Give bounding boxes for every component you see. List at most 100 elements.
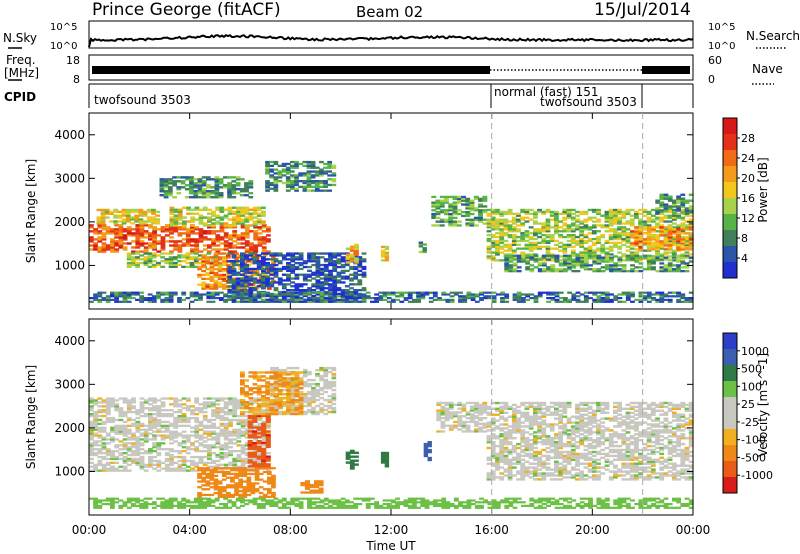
colorbar-cell [723, 182, 737, 199]
nsearch-label: N.Search [746, 29, 800, 43]
nsky-tick-bottom: 10^0 [50, 41, 77, 52]
data-region [380, 451, 390, 468]
velocity-x-ticks: 00:00 04:00 08:00 12:00 16:00 20:00 00:00 [72, 113, 711, 537]
data-region [486, 401, 694, 481]
x-tick-label: 20:00 [575, 523, 610, 537]
colorbar-cell [723, 198, 737, 215]
date-title: 15/Jul/2014 [594, 0, 691, 20]
nave-tick-top: 60 [708, 54, 722, 67]
colorbar-cell [723, 397, 737, 414]
y-tick-label: 3000 [54, 171, 85, 185]
data-region [436, 401, 488, 433]
cpid-segment-3: twofsound 3503 [540, 95, 637, 109]
colorbar-cell [723, 246, 737, 263]
freq-bar-b [642, 66, 690, 74]
power-panel: 1000 2000 3000 4000 Slant Range [km] 4 8 12 16… [24, 112, 770, 310]
y-tick-label: 2000 [54, 421, 85, 435]
colorbar-cell [723, 349, 737, 366]
x-tick-label: 00:00 [676, 523, 711, 537]
freq-strip: Freq. [MHz] 18 8 60 0 Nave [4, 53, 783, 86]
cpid-segment-1: twofsound 3503 [94, 93, 191, 107]
colorbar-tick-label: 100 [741, 380, 762, 393]
colorbar-cell [723, 381, 737, 398]
colorbar-tick-label: 25 [741, 398, 755, 411]
colorbar-cell [723, 365, 737, 382]
data-region [159, 176, 254, 199]
colorbar-tick-label: 16 [741, 192, 755, 205]
y-tick-label: 4000 [54, 128, 85, 142]
data-region [265, 160, 337, 192]
y-tick-label: 2000 [54, 215, 85, 229]
colorbar-cell [723, 477, 737, 494]
nsearch-tick-bottom: 10^0 [708, 41, 735, 52]
x-tick-label: 00:00 [72, 523, 107, 537]
power-colorbar-label: Power [dB] [756, 157, 770, 222]
colorbar-cell [723, 333, 737, 350]
data-region [89, 291, 694, 303]
data-region [89, 497, 694, 509]
x-tick-label: 12:00 [374, 523, 409, 537]
power-data [89, 160, 694, 303]
colorbar-cell [723, 134, 737, 151]
freq-tick-bottom: 8 [73, 73, 80, 86]
power-colorbar: 4 8 12 16 20 24 28 [722, 117, 755, 279]
data-region [345, 449, 359, 470]
freq-bar-a [92, 66, 490, 74]
freq-label-2: [MHz] [4, 66, 39, 80]
data-region [247, 414, 271, 468]
colorbar-tick-label: -100 [741, 434, 766, 447]
colorbar-tick-label: -500 [741, 451, 766, 464]
data-region [89, 224, 271, 253]
colorbar-cell [723, 445, 737, 462]
colorbar-tick-label: 1000 [741, 345, 769, 358]
data-region [630, 226, 694, 251]
data-region [418, 241, 427, 254]
program-change-lines [491, 113, 644, 515]
x-tick-label: 04:00 [172, 523, 207, 537]
power-ylabel: Slant Range [km] [24, 159, 38, 263]
freq-label-1: Freq. [6, 53, 36, 67]
x-tick-label: 16:00 [474, 523, 509, 537]
nsearch-tick-top: 10^5 [708, 22, 735, 33]
colorbar-cell [723, 461, 737, 478]
colorbar-tick-label: 8 [741, 232, 748, 245]
colorbar-tick-label: 20 [741, 172, 755, 185]
velocity-ylabel: Slant Range [km] [24, 365, 38, 469]
x-tick-label: 08:00 [273, 523, 308, 537]
data-region [423, 441, 432, 462]
data-region [169, 206, 266, 227]
y-tick-label: 4000 [54, 334, 85, 348]
beam-title: Beam 02 [356, 3, 423, 21]
velocity-data [89, 366, 694, 509]
colorbar-tick-label: 28 [741, 132, 755, 145]
colorbar-tick-label: 12 [741, 212, 755, 225]
nsky-trace [88, 34, 694, 48]
nsky-label: N.Sky [3, 31, 37, 45]
colorbar-tick-label: 500 [741, 363, 762, 376]
data-region [431, 195, 488, 227]
cpid-segment-2: normal (fast) 151 [494, 85, 598, 99]
y-tick-label: 3000 [54, 377, 85, 391]
nave-tick-bottom: 0 [708, 73, 715, 86]
data-region [240, 371, 304, 416]
colorbar-cell [723, 429, 737, 446]
colorbar-cell [723, 150, 737, 167]
power-y-ticks: 1000 2000 3000 4000 [54, 128, 693, 272]
cpid-label: CPID [4, 90, 36, 104]
nsky-tick-top: 10^5 [50, 22, 77, 33]
y-tick-label: 1000 [54, 464, 85, 478]
station-title: Prince George (fitACF) [92, 0, 281, 20]
colorbar-cell [723, 166, 737, 183]
velocity-y-ticks: 1000 2000 3000 4000 [54, 334, 693, 478]
data-region [504, 254, 694, 273]
data-region [345, 243, 359, 264]
colorbar-tick-label: -1000 [741, 469, 773, 482]
nsky-strip: N.Sky 10^5 10^0 10^5 10^0 N.Search [3, 20, 800, 52]
y-tick-label: 1000 [54, 258, 85, 272]
colorbar-cell [723, 413, 737, 430]
velocity-colorbar-label: Velocity [m s^-1] [756, 353, 770, 457]
x-axis-label: Time UT [365, 539, 416, 553]
data-region [96, 208, 161, 225]
colorbar-cell [723, 230, 737, 247]
